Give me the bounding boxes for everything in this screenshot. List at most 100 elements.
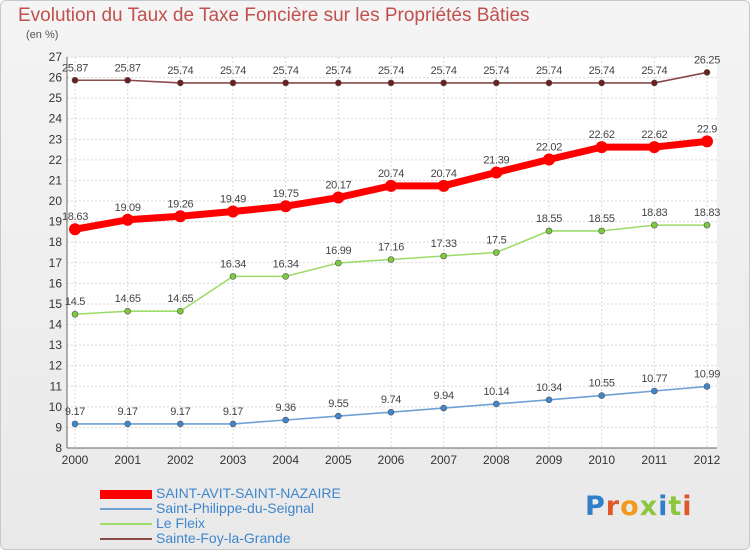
data-label: 10.99 xyxy=(694,368,720,380)
data-point xyxy=(332,191,345,204)
y-tick-label: 16 xyxy=(49,276,63,290)
chart-title: Evolution du Taux de Taxe Foncière sur l… xyxy=(18,5,530,26)
data-label: 9.17 xyxy=(118,406,138,418)
legend-label: SAINT-AVIT-SAINT-NAZAIRE xyxy=(156,485,341,501)
data-label: 22.02 xyxy=(536,141,562,153)
data-point xyxy=(437,179,450,192)
data-point xyxy=(335,412,342,420)
data-point xyxy=(177,307,184,315)
logo-letter: r xyxy=(605,491,621,522)
data-point xyxy=(282,273,289,280)
data-point xyxy=(124,76,131,84)
data-label: 10.77 xyxy=(641,373,667,385)
data-point xyxy=(493,249,500,256)
data-label: 26.25 xyxy=(694,54,720,66)
data-label: 9.17 xyxy=(65,406,85,418)
y-tick-label: 11 xyxy=(50,379,63,393)
data-point xyxy=(69,223,81,236)
data-point xyxy=(282,79,289,87)
data-point xyxy=(177,79,184,87)
data-label: 18.83 xyxy=(694,207,720,219)
data-point xyxy=(279,200,292,213)
data-label: 17.16 xyxy=(378,241,404,253)
data-label: 16.34 xyxy=(273,258,299,270)
data-point xyxy=(227,205,239,218)
data-label: 10.55 xyxy=(589,378,615,390)
y-tick-label: 25 xyxy=(49,91,63,105)
data-label: 19.26 xyxy=(167,198,193,210)
x-tick-label: 2007 xyxy=(430,453,457,467)
data-point xyxy=(545,396,553,404)
logo-letter: i xyxy=(658,491,669,522)
data-label: 25.74 xyxy=(378,65,404,77)
x-tick-label: 2000 xyxy=(62,453,89,467)
y-tick-label: 20 xyxy=(49,194,63,208)
data-point xyxy=(174,210,187,223)
data-point xyxy=(282,416,289,424)
data-label: 22.62 xyxy=(589,129,615,141)
unit-label: (en %) xyxy=(26,29,59,41)
data-point xyxy=(385,179,397,192)
data-label: 9.74 xyxy=(381,394,401,406)
data-label: 19.09 xyxy=(115,202,141,214)
y-tick-label: 19 xyxy=(49,215,63,229)
y-tick-label: 22 xyxy=(49,153,63,167)
data-point xyxy=(387,408,395,416)
y-tick-label: 26 xyxy=(49,71,63,85)
y-tick-label: 12 xyxy=(49,359,63,373)
data-label: 14.5 xyxy=(65,296,85,308)
data-label: 16.99 xyxy=(325,245,351,257)
data-point xyxy=(71,310,79,318)
data-label: 9.94 xyxy=(434,390,454,402)
data-point xyxy=(598,392,605,399)
legend-swatch xyxy=(100,523,152,525)
data-point xyxy=(71,76,79,84)
data-point xyxy=(121,213,134,226)
data-label: 9.55 xyxy=(328,398,348,410)
data-label: 22.9 xyxy=(697,123,717,135)
legend-label: Saint-Philippe-du-Seignal xyxy=(156,500,314,516)
data-point xyxy=(651,79,658,87)
data-point xyxy=(703,383,711,390)
x-tick-label: 2001 xyxy=(114,453,141,467)
data-label: 18.83 xyxy=(641,207,667,219)
y-tick-label: 15 xyxy=(49,297,63,311)
data-label: 25.87 xyxy=(62,62,88,74)
data-point xyxy=(598,227,605,235)
data-point xyxy=(703,221,711,229)
data-point xyxy=(490,166,503,179)
data-point xyxy=(651,387,658,395)
legend-swatch xyxy=(100,508,152,510)
data-label: 18.55 xyxy=(536,213,562,225)
data-point xyxy=(440,404,447,412)
y-tick-label: 23 xyxy=(49,132,63,146)
data-label: 14.65 xyxy=(115,293,141,305)
y-tick-label: 21 xyxy=(49,173,63,187)
data-point xyxy=(229,273,237,280)
data-point xyxy=(124,420,131,428)
data-label: 25.74 xyxy=(483,65,509,77)
y-tick-label: 27 xyxy=(49,50,63,64)
x-tick-label: 2003 xyxy=(220,453,247,467)
data-point xyxy=(229,79,237,87)
legend-label: Sainte-Foy-la-Grande xyxy=(156,530,291,546)
logo-letter: P xyxy=(585,491,606,522)
data-point xyxy=(493,79,500,87)
y-tick-label: 10 xyxy=(49,400,63,414)
y-tick-label: 24 xyxy=(49,112,63,126)
y-tick-label: 14 xyxy=(49,318,63,332)
x-tick-label: 2012 xyxy=(694,453,721,467)
data-label: 14.65 xyxy=(167,293,193,305)
data-point xyxy=(493,400,500,408)
logo-letter: x xyxy=(639,491,659,522)
data-point xyxy=(648,141,661,154)
x-tick-label: 2005 xyxy=(325,453,352,467)
data-label: 19.75 xyxy=(273,188,299,200)
data-point xyxy=(703,69,711,76)
data-label: 25.74 xyxy=(431,65,457,77)
x-tick-label: 2008 xyxy=(483,453,510,467)
data-label: 25.74 xyxy=(220,65,246,77)
data-label: 25.74 xyxy=(273,65,299,77)
y-tick-label: 8 xyxy=(55,441,62,455)
